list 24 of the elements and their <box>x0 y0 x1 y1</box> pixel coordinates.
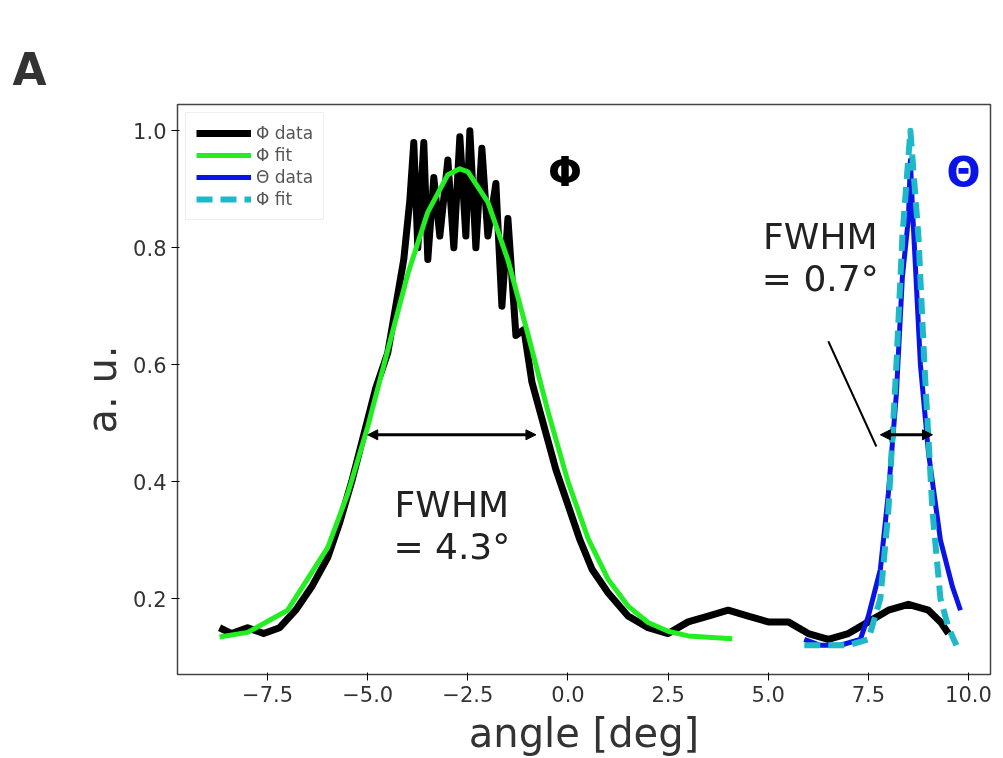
x-axis-title: angle [deg] <box>468 709 700 756</box>
x-tick-label: 7.5 <box>851 682 886 707</box>
y-tick-label: 0.2 <box>133 587 167 612</box>
y-tick-label: 0.6 <box>133 353 167 378</box>
x-tick-label: −5.0 <box>342 682 394 707</box>
x-tick-label: 5.0 <box>751 682 785 707</box>
y-tick-label: 0.8 <box>133 236 167 261</box>
y-tick-label: 0.4 <box>133 470 167 495</box>
annotation: FWHM = 4.3° <box>393 484 511 568</box>
annotation: FWHM = 0.7° <box>761 215 879 299</box>
x-tick-label: −2.5 <box>442 682 494 707</box>
legend-label: Φ data <box>256 123 314 143</box>
text: A <box>12 43 47 95</box>
annotation: Θ <box>946 148 981 195</box>
x-tick-label: 2.5 <box>651 682 685 707</box>
legend-label: Φ fit <box>256 145 293 165</box>
x-tick-label: 0.0 <box>551 682 585 707</box>
legend-label: Φ fit <box>256 189 293 209</box>
x-tick-label: 10.0 <box>945 682 992 707</box>
y-axis-title: a. u. <box>79 345 126 434</box>
legend-label: Θ data <box>256 167 314 187</box>
y-tick-label: 1.0 <box>133 119 167 144</box>
x-tick-label: −7.5 <box>242 682 294 707</box>
annotation: Φ <box>547 148 582 195</box>
